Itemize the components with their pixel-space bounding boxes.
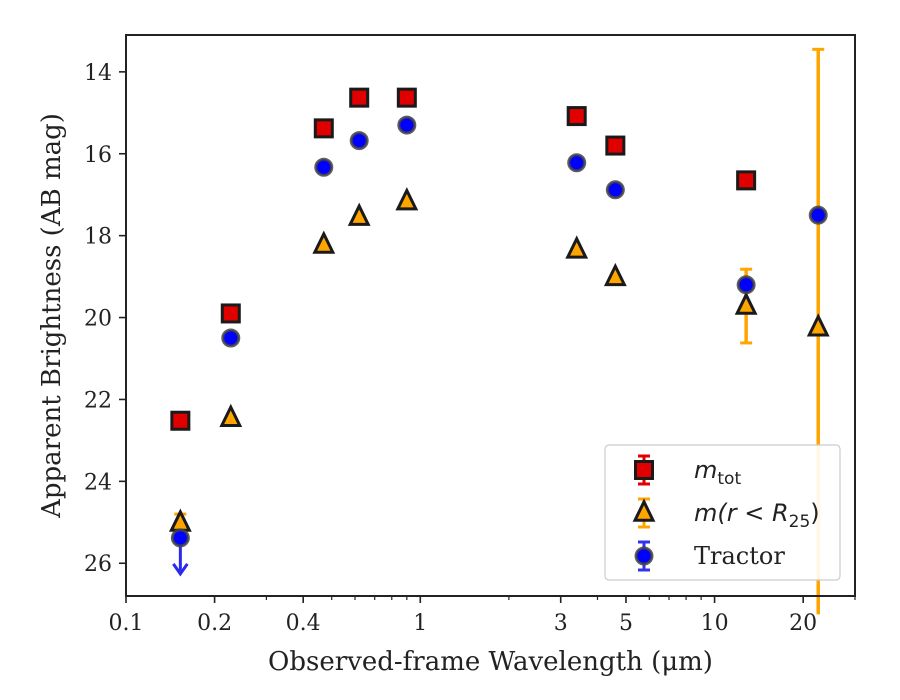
tractor-point bbox=[170, 528, 190, 548]
tractor-point bbox=[567, 153, 587, 173]
legend-label-subscript: 25 bbox=[789, 512, 811, 532]
tractor-point bbox=[397, 115, 417, 135]
legend-marker-mr25 bbox=[632, 498, 656, 522]
mr25-point bbox=[347, 202, 371, 226]
mr25-point bbox=[312, 230, 336, 254]
mr25-point bbox=[395, 187, 419, 211]
x-tick-label: 1 bbox=[413, 611, 427, 636]
plot-frame bbox=[125, 34, 856, 597]
y-tick-label: 14 bbox=[84, 61, 112, 86]
legend-label-subscript: tot bbox=[717, 469, 741, 489]
legend-label-2: Tractor bbox=[694, 542, 785, 570]
x-tick-label: 5 bbox=[619, 611, 633, 636]
x-tick-label: 0.2 bbox=[197, 611, 232, 636]
legend-marker-mtot bbox=[634, 460, 654, 480]
axis-ticks: 0.1 0.2 0.4 1 3 5 10 20 14 16 18 20 22 24 26 bbox=[84, 61, 856, 636]
legend-label-main: m(r < R bbox=[694, 499, 789, 527]
y-axis-label: Apparent Brightness (AB mag) bbox=[37, 113, 67, 519]
y-tick-label: 26 bbox=[84, 552, 112, 577]
x-tick-label: 3 bbox=[554, 611, 568, 636]
legend-label-suffix: ) bbox=[810, 499, 819, 527]
x-tick-label: 20 bbox=[789, 611, 817, 636]
y-tick-label: 24 bbox=[84, 470, 112, 495]
x-tick-label: 0.4 bbox=[286, 611, 321, 636]
mr25-point bbox=[565, 235, 589, 259]
mr25-point bbox=[734, 291, 758, 315]
legend: mtot m(r < R25) Tractor bbox=[604, 444, 841, 581]
tractor-point bbox=[314, 157, 334, 177]
mtot-point bbox=[170, 410, 191, 431]
mr25-point bbox=[603, 262, 627, 287]
tractor-upper-limit-arrow bbox=[172, 562, 189, 577]
tractor-point bbox=[605, 180, 625, 200]
y-tick-label: 18 bbox=[84, 225, 112, 250]
mtot-point bbox=[220, 303, 241, 324]
mtot-point bbox=[736, 170, 757, 191]
tractor-point bbox=[808, 205, 828, 225]
mr25-point bbox=[219, 403, 243, 427]
mtot-point bbox=[349, 87, 370, 108]
x-tick-label: 10 bbox=[701, 611, 729, 636]
legend-marker-tractor bbox=[634, 546, 654, 566]
mr25-point bbox=[806, 313, 830, 337]
data-marks bbox=[168, 47, 830, 615]
mtot-point bbox=[566, 106, 587, 127]
x-axis-label: Observed-frame Wavelength (μm) bbox=[268, 647, 713, 677]
legend-label-0: mtot bbox=[694, 456, 741, 489]
y-tick-label: 16 bbox=[84, 143, 112, 168]
legend-label-1: m(r < R25) bbox=[694, 499, 820, 532]
y-tick-label: 20 bbox=[84, 307, 112, 332]
tractor-point bbox=[736, 275, 756, 295]
mtot-point bbox=[396, 87, 417, 108]
legend-label-main: m bbox=[694, 456, 717, 484]
mtot-point bbox=[313, 118, 334, 139]
tractor-point bbox=[221, 328, 241, 348]
mtot-point bbox=[605, 135, 626, 156]
legend-box bbox=[604, 444, 841, 581]
tractor-point bbox=[349, 131, 369, 151]
x-tick-label: 0.1 bbox=[109, 611, 144, 636]
y-tick-label: 22 bbox=[84, 388, 112, 413]
